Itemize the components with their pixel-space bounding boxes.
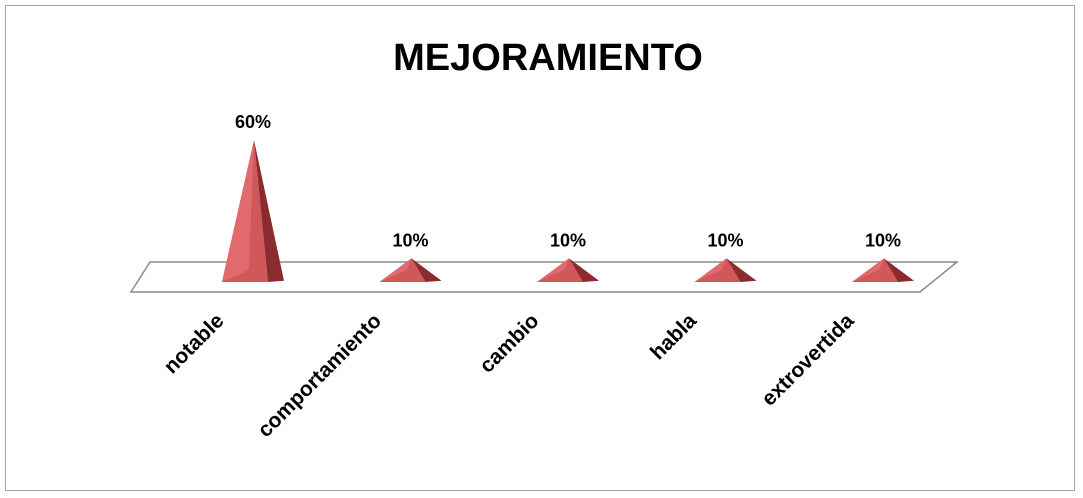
data-label-cambio: 10%: [550, 230, 586, 250]
pyramid-back-notable: [222, 140, 254, 282]
pyramid-side-comportamiento: [411, 258, 442, 282]
data-label-comportamiento: 10%: [392, 230, 428, 250]
pyramid-side-extrovertida: [884, 258, 914, 282]
pyramid-side-habla: [726, 258, 757, 282]
chart-title: MEJORAMIENTO: [393, 37, 703, 79]
pyramid-back-extrovertida: [852, 258, 884, 282]
category-label-cambio: cambio: [475, 309, 543, 377]
data-label-notable: 60%: [235, 112, 271, 132]
category-label-comportamiento: comportamiento: [253, 309, 386, 442]
category-label-habla: habla: [646, 309, 701, 364]
chart-frame: [5, 5, 1075, 491]
pyramid-back-comportamiento: [379, 258, 412, 282]
pyramid-side-notable: [254, 140, 284, 282]
pyramid-back-habla: [694, 258, 727, 282]
data-label-habla: 10%: [707, 230, 743, 250]
pyramid-side-cambio: [569, 258, 599, 282]
category-label-extrovertida: extrovertida: [757, 309, 858, 410]
category-label-notable: notable: [159, 309, 228, 378]
data-label-extrovertida: 10%: [865, 230, 901, 250]
pyramid-back-cambio: [537, 258, 569, 282]
